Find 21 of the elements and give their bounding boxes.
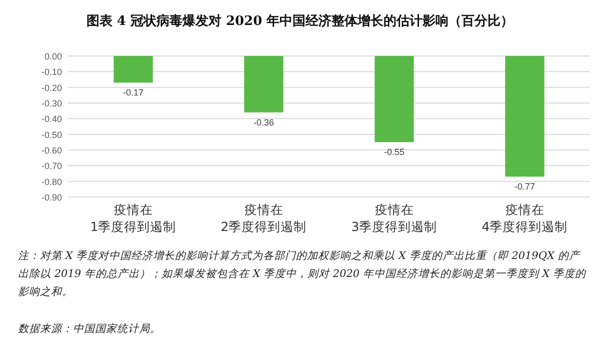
y-tick-label: -0.10 [41, 67, 62, 78]
y-tick-label: -0.60 [41, 146, 62, 156]
y-tick-label: -0.90 [41, 192, 62, 202]
y-tick-label: -0.20 [41, 82, 62, 93]
y-tick-label: -0.50 [41, 130, 62, 140]
y-tick-label: -0.40 [41, 114, 62, 124]
y-tick-label: -0.70 [41, 161, 62, 172]
data-label: -0.77 [514, 182, 536, 192]
chart-title: 图表 4 冠状病毒爆发对 2020 年中国经济整体增长的估计影响（百分比） [85, 12, 515, 30]
y-tick-label: 0.00 [44, 52, 62, 62]
y-tick-label: -0.30 [41, 98, 62, 108]
x-tick-label: 疫情在 1季度得到遏制 [90, 202, 176, 234]
x-tick-label: 疫情在 4季度得到遏制 [482, 202, 568, 234]
y-tick-label: -0.80 [41, 176, 62, 187]
x-tick-label: 疫情在 2季度得到遏制 [220, 202, 307, 234]
data-label: -0.17 [122, 88, 144, 98]
text: 注：对第 X 季度对中国经济增长的影响计算方式为各部门的加权影响之和乘以 X 季度的产出比重（即 2019QX 的产出除以 2019 年的总产出）；如果爆发被包含在 X 季度中，则对 2020 年中国经济增长的影响是第一季度到 X 季度的影响之和。 [18, 249, 588, 300]
data-label: -0.55 [384, 147, 405, 158]
x-tick-label: 疫情在 3季度得到遏制 [351, 202, 438, 234]
source-note: 数据来源：中国国家统计局。 [18, 322, 162, 337]
data-label: -0.36 [253, 117, 274, 128]
